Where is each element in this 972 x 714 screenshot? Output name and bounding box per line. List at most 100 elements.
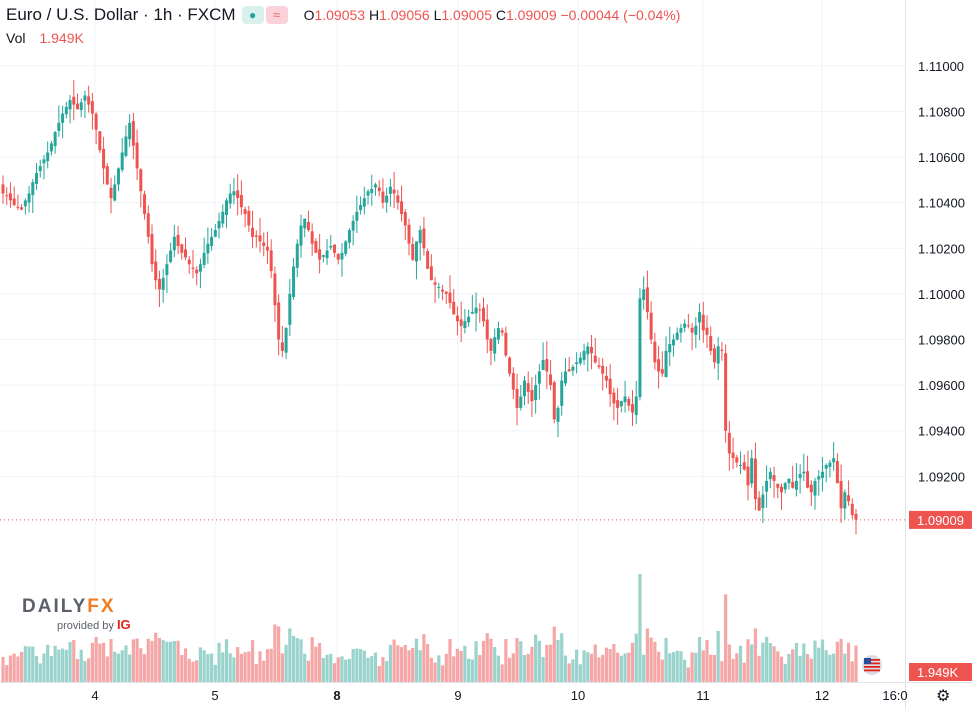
- data-feed-icon[interactable]: ≈: [265, 6, 288, 24]
- candle-body[interactable]: [567, 369, 571, 372]
- candle-body[interactable]: [359, 204, 363, 211]
- candle-body[interactable]: [131, 121, 135, 146]
- candle-body[interactable]: [370, 188, 374, 194]
- candle-body[interactable]: [791, 481, 795, 488]
- candle-body[interactable]: [496, 328, 500, 340]
- candle-body[interactable]: [739, 464, 743, 466]
- candle-body[interactable]: [780, 486, 784, 493]
- candle-body[interactable]: [541, 360, 545, 371]
- candle-body[interactable]: [530, 389, 534, 402]
- candle-body[interactable]: [441, 289, 445, 292]
- candle-body[interactable]: [172, 236, 176, 251]
- candle-body[interactable]: [698, 312, 702, 323]
- candle-body[interactable]: [820, 471, 824, 478]
- candle-body[interactable]: [571, 366, 575, 371]
- candle-body[interactable]: [645, 287, 649, 313]
- candle-body[interactable]: [288, 293, 292, 325]
- candle-body[interactable]: [165, 264, 169, 276]
- candle-body[interactable]: [623, 396, 627, 403]
- candle-body[interactable]: [321, 255, 325, 257]
- candle-body[interactable]: [832, 458, 836, 463]
- candle-body[interactable]: [768, 471, 772, 480]
- candle-body[interactable]: [433, 282, 437, 285]
- candle-body[interactable]: [593, 355, 597, 363]
- candle-body[interactable]: [712, 348, 716, 363]
- candle-body[interactable]: [463, 321, 467, 329]
- candle-body[interactable]: [761, 494, 765, 509]
- candle-body[interactable]: [236, 190, 240, 199]
- candle-body[interactable]: [776, 483, 780, 488]
- candle-body[interactable]: [485, 319, 489, 340]
- candle-body[interactable]: [239, 195, 243, 208]
- candle-body[interactable]: [660, 369, 664, 374]
- candle-body[interactable]: [247, 210, 251, 226]
- candle-body[interactable]: [251, 227, 255, 237]
- candle-body[interactable]: [187, 259, 191, 265]
- candle-body[interactable]: [102, 148, 106, 169]
- candle-body[interactable]: [42, 159, 46, 164]
- candle-body[interactable]: [213, 230, 217, 237]
- candle-body[interactable]: [373, 184, 377, 188]
- candle-body[interactable]: [657, 359, 661, 372]
- candle-body[interactable]: [105, 166, 109, 185]
- candle-body[interactable]: [57, 122, 61, 131]
- candle-body[interactable]: [675, 332, 679, 340]
- candle-body[interactable]: [824, 464, 828, 469]
- candle-body[interactable]: [619, 401, 623, 407]
- candle-body[interactable]: [254, 235, 258, 237]
- candle-body[interactable]: [806, 471, 810, 488]
- candle-body[interactable]: [161, 277, 165, 290]
- candle-body[interactable]: [753, 458, 757, 500]
- candle-body[interactable]: [180, 244, 184, 253]
- candle-body[interactable]: [198, 264, 202, 272]
- candle-body[interactable]: [306, 222, 310, 231]
- candle-body[interactable]: [701, 314, 705, 331]
- candle-body[interactable]: [757, 497, 761, 511]
- candle-body[interactable]: [340, 252, 344, 260]
- candle-body[interactable]: [157, 278, 161, 290]
- candle-body[interactable]: [604, 375, 608, 381]
- candle-body[interactable]: [280, 342, 284, 351]
- candle-body[interactable]: [414, 241, 418, 262]
- candle-body[interactable]: [139, 169, 143, 192]
- candle-body[interactable]: [49, 143, 53, 152]
- candle-body[interactable]: [511, 373, 515, 390]
- candle-body[interactable]: [314, 241, 318, 253]
- candle-body[interactable]: [716, 346, 720, 364]
- candle-body[interactable]: [210, 236, 214, 247]
- candle-body[interactable]: [750, 458, 754, 484]
- candle-body[interactable]: [128, 122, 132, 140]
- candle-body[interactable]: [169, 250, 173, 262]
- candle-body[interactable]: [690, 327, 694, 333]
- candle-body[interactable]: [388, 186, 392, 194]
- candle-body[interactable]: [344, 241, 348, 254]
- candle-body[interactable]: [642, 289, 646, 300]
- candle-body[interactable]: [403, 212, 407, 226]
- candle-body[interactable]: [709, 335, 713, 351]
- candle-body[interactable]: [366, 191, 370, 196]
- candle-body[interactable]: [325, 250, 329, 259]
- candle-body[interactable]: [422, 228, 426, 249]
- candle-body[interactable]: [586, 346, 590, 355]
- candle-body[interactable]: [90, 101, 94, 114]
- candle-body[interactable]: [616, 400, 620, 408]
- candle-body[interactable]: [459, 319, 463, 326]
- candle-body[interactable]: [5, 195, 9, 197]
- candle-body[interactable]: [64, 106, 68, 115]
- candle-body[interactable]: [683, 323, 687, 328]
- candle-body[interactable]: [627, 398, 631, 406]
- candle-body[interactable]: [232, 191, 236, 196]
- candle-body[interactable]: [243, 209, 247, 215]
- candle-body[interactable]: [727, 432, 731, 454]
- candle-body[interactable]: [269, 250, 273, 272]
- candle-body[interactable]: [258, 235, 262, 242]
- candle-body[interactable]: [202, 252, 206, 265]
- candle-body[interactable]: [742, 462, 746, 470]
- candle-body[interactable]: [35, 173, 39, 184]
- candle-body[interactable]: [601, 365, 605, 374]
- candle-body[interactable]: [31, 182, 35, 196]
- candle-body[interactable]: [470, 312, 474, 314]
- candle-body[interactable]: [563, 371, 567, 384]
- candle-body[interactable]: [649, 312, 653, 340]
